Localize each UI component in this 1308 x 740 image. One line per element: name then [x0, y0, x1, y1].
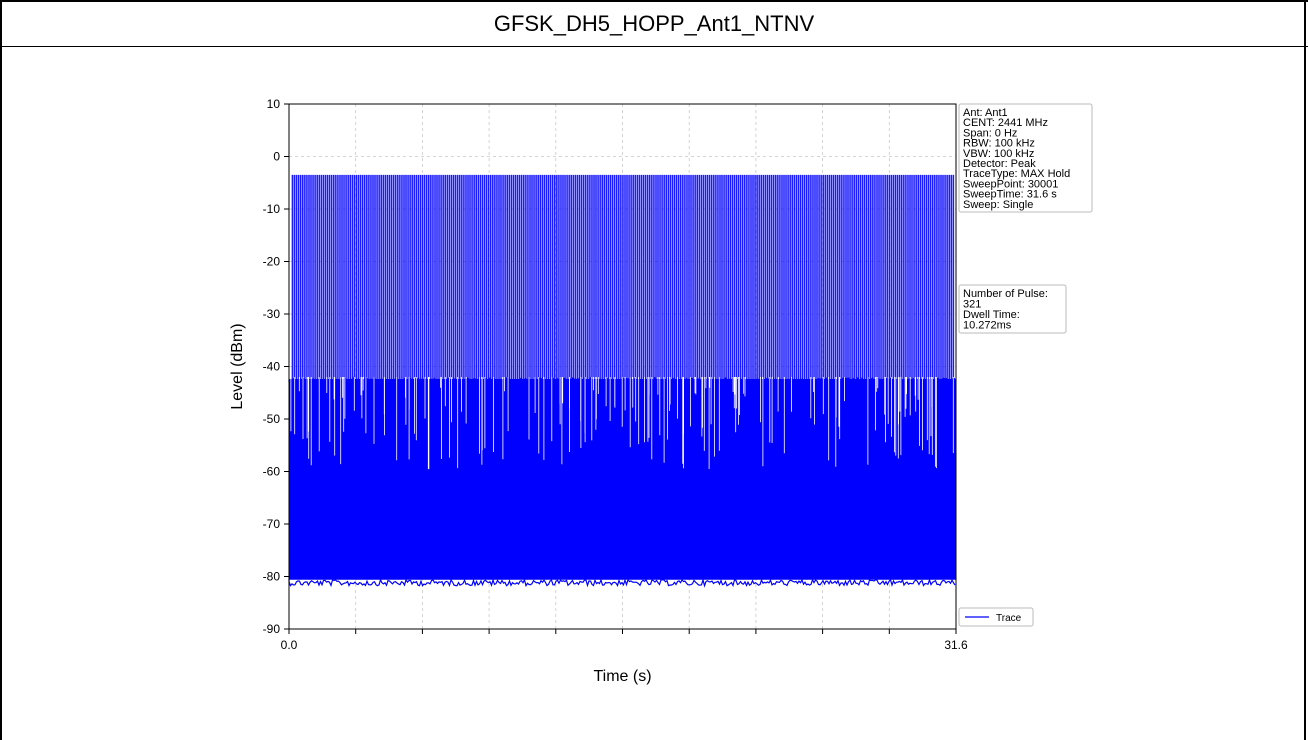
- info-box-line: Span: 0 Hz: [963, 127, 1017, 139]
- y-tick-label: 0: [273, 150, 280, 164]
- table-header: GFSK_DH5_HOPP_Ant1_NTNV: [0, 2, 1308, 47]
- info-box-line: Sweep: Single: [963, 199, 1033, 211]
- chart-svg: 10 0 -10 -20 -30 -40 -50 -60 -70 -80 -90 0.0 31.6 L…: [229, 97, 1093, 685]
- trace-dips: [290, 377, 954, 470]
- info-box-line: RBW: 100 kHz: [963, 138, 1035, 150]
- y-ticks: 10 0 -10 -20 -30 -40 -50 -60 -70 -80 -90: [263, 97, 289, 636]
- trace-series: [288, 174, 956, 588]
- y-tick-label: -60: [263, 465, 281, 479]
- result-box-frame: [958, 284, 1067, 334]
- y-tick-label: 10: [267, 97, 281, 111]
- info-box-line: TraceType: MAX Hold: [963, 168, 1070, 180]
- info-box-line: VBW: 100 kHz: [963, 148, 1034, 160]
- result-box-line: 321: [963, 299, 981, 311]
- chart-image: 10 0 -10 -20 -30 -40 -50 -60 -70 -80 -90 0.0 31.6 L…: [200, 75, 1106, 729]
- x-tick-label: 0.0: [281, 638, 298, 652]
- legend-frame: [958, 607, 1034, 627]
- info-box-line: Ant: Ant1: [963, 107, 1008, 119]
- info-box-line: Detector: Peak: [963, 158, 1036, 170]
- y-tick-label: -90: [263, 622, 281, 636]
- y-tick-label: -30: [263, 307, 281, 321]
- x-ticks: 0.0 31.6: [281, 629, 968, 652]
- y-axis-label: Level (dBm): [229, 323, 246, 409]
- info-box-line: CENT: 2441 MHz: [963, 117, 1048, 129]
- y-tick-label: -20: [263, 255, 281, 269]
- y-tick-label: -10: [263, 202, 281, 216]
- trace-pulses: [291, 174, 955, 381]
- y-tick-label: -50: [263, 412, 281, 426]
- table-top-border: [0, 0, 1308, 2]
- legend: Trace: [958, 607, 1034, 627]
- result-box-line: Number of Pulse:: [963, 288, 1048, 300]
- y-tick-label: -80: [263, 570, 281, 584]
- y-tick-label: -70: [263, 517, 281, 531]
- x-tick-label: 31.6: [944, 638, 968, 652]
- trace-noise-bottom-edge: [288, 577, 956, 588]
- result-box-line: 10.272ms: [963, 320, 1012, 332]
- info-box-line: SweepPoint: 30001: [963, 178, 1058, 190]
- legend-label: Trace: [996, 613, 1022, 624]
- info-box-frame: [958, 103, 1093, 213]
- info-box-line: SweepTime: 31.6 s: [963, 189, 1057, 201]
- result-box-line: Dwell Time:: [963, 309, 1020, 321]
- x-axis-label: Time (s): [593, 668, 651, 685]
- table-title: GFSK_DH5_HOPP_Ant1_NTNV: [493, 11, 815, 36]
- y-tick-label: -40: [263, 360, 281, 374]
